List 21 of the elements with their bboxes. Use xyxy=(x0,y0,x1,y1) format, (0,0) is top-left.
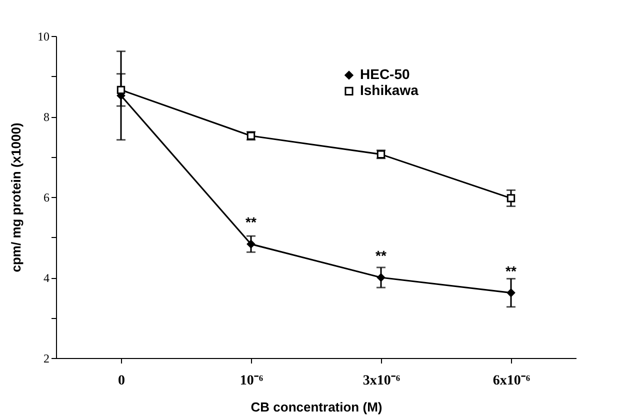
annotation: ** xyxy=(506,262,517,279)
y-axis-title: cpm/ mg protein (x1000) xyxy=(8,122,24,272)
y-tick-label: 6 xyxy=(44,190,50,204)
point xyxy=(116,86,126,94)
point xyxy=(376,273,386,282)
x-tick-label: 0 xyxy=(118,374,125,388)
point xyxy=(506,194,516,202)
y-tick-label: 8 xyxy=(44,110,50,124)
x-tick-label: 3x10⁻⁶ xyxy=(362,374,400,388)
x-tick-label: 10⁻⁶ xyxy=(240,374,264,388)
y-tick-label: 2 xyxy=(44,352,50,366)
x-axis-title: CB concentration (M) xyxy=(250,400,382,414)
legend-label: Ishikawa xyxy=(360,82,419,98)
point xyxy=(506,288,516,297)
annotation: ** xyxy=(246,214,257,230)
y-tick-label: 4 xyxy=(44,271,50,285)
x-tick-label: 6x10⁻⁶ xyxy=(492,374,530,388)
point xyxy=(246,240,256,248)
y-tick-label: 10 xyxy=(38,30,50,44)
annotation: ** xyxy=(376,248,387,264)
legend-label: HEC-50 xyxy=(360,66,410,82)
